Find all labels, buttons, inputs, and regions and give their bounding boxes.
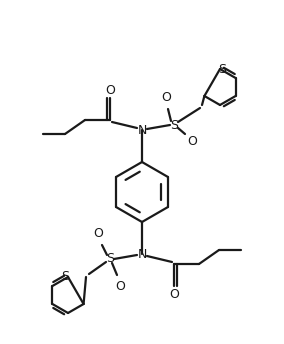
Text: O: O [187, 135, 197, 148]
Text: S: S [218, 63, 226, 75]
Text: O: O [169, 288, 179, 301]
Text: O: O [115, 280, 125, 293]
Text: O: O [93, 226, 103, 239]
Text: S: S [106, 252, 114, 266]
Text: O: O [105, 84, 115, 97]
Text: O: O [161, 90, 171, 104]
Text: S: S [170, 118, 178, 131]
Text: S: S [61, 270, 69, 283]
Text: N: N [137, 123, 147, 137]
Text: N: N [137, 247, 147, 260]
